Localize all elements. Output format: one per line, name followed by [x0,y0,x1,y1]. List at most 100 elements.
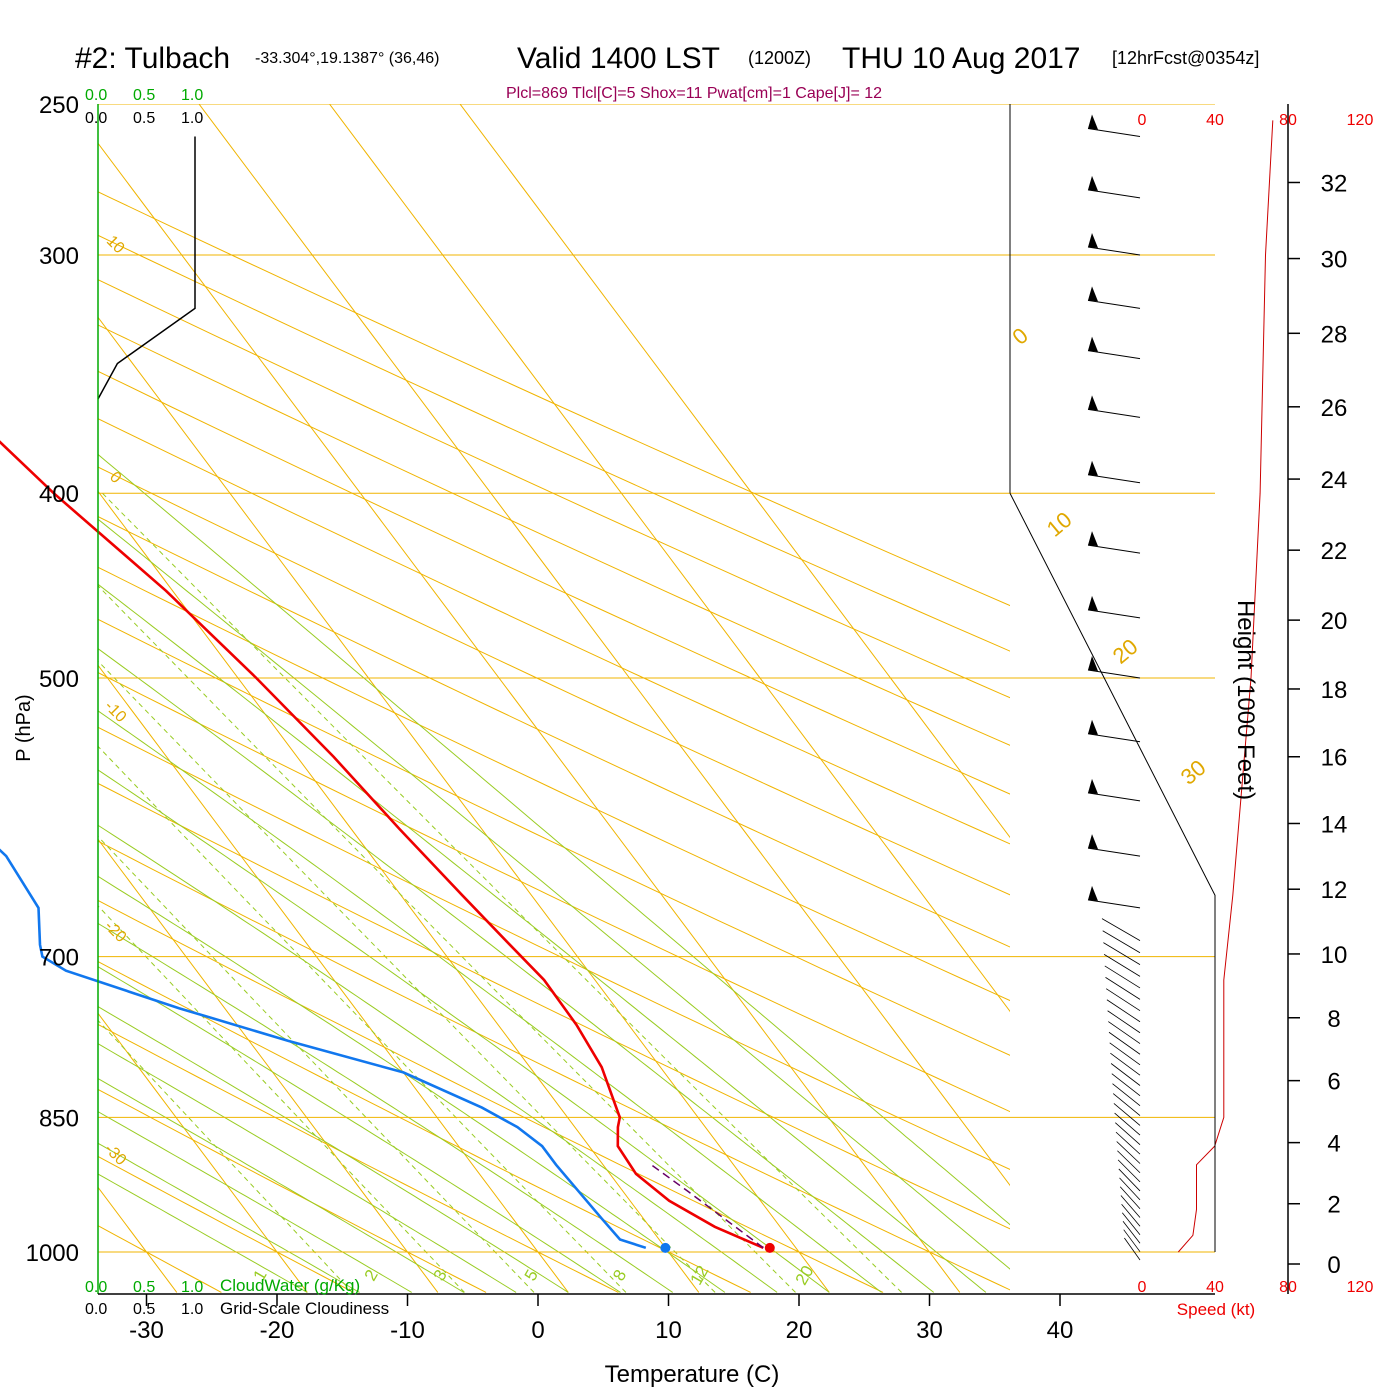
wind-barb-low [1109,1042,1141,1066]
valid-date: THU 10 Aug 2017 [842,42,1081,75]
plot-frame [97,104,1300,1306]
dry-adiabat [98,1155,354,1293]
wind-barb-low [1121,1212,1141,1236]
pressure-tick-label: 500 [39,666,79,693]
wind-barb [1087,656,1141,679]
speed-tick: 80 [1279,112,1297,129]
dry-adiabat [98,1088,487,1293]
mixing-ratio-label: 8 [609,1266,630,1284]
wind-barb-flag [1088,595,1098,611]
speed-scale-top: 0 40 80 120 [1138,112,1374,129]
speed-tick: 40 [1206,112,1224,129]
wind-barb-staff [1087,847,1141,857]
height-tick-label: 0 [1327,1252,1340,1279]
wind-barb-staff [1087,299,1141,309]
moist-adiabat [98,1006,569,1293]
thetae-label: 0 [1007,323,1032,350]
stability-indices: Plcl=869 Tlcl[C]=5 Shox=11 Pwat[cm]=1 Ca… [506,85,882,102]
dry-adiabat [98,726,1010,1170]
wind-barb-low [1121,1203,1141,1227]
mixing-ratio-line [98,1019,353,1293]
speed-tick: 40 [1206,1279,1224,1296]
wind-barb [1087,114,1141,137]
isotherm-line [328,104,1010,1013]
wind-barb-staff [1087,899,1141,909]
moist-adiabat [98,453,1010,1226]
cloudwater-tick: 0.0 [85,1279,107,1296]
height-tick-label: 4 [1327,1131,1340,1158]
wind-barb-flag [1088,232,1098,248]
wind-barb-low [1102,930,1141,954]
dry-adiabat [98,960,751,1293]
wind-barb-low [1105,977,1141,1000]
wind-barb-staff [1087,350,1141,360]
x-tick-label: -10 [390,1317,425,1344]
wind-barb-flag [1088,656,1098,671]
dry-adiabat [98,1225,222,1293]
pressure-tick-label: 250 [39,92,79,119]
wind-barb-low [1107,1010,1141,1034]
dry-adiabat [98,191,1010,607]
x-tick-label: -20 [260,1317,295,1344]
height-tick-label: 14 [1321,811,1348,838]
height-tick-label: 32 [1321,170,1348,197]
wind-barb [1087,885,1141,909]
isotherm-line [98,838,439,1293]
wind-panel-edge [1009,492,1216,1252]
height-tick-label: 16 [1321,745,1348,772]
dry-adiabat [98,1023,619,1293]
speed-tick: 0 [1138,1279,1147,1296]
wind-barb-flag [1088,286,1098,302]
wind-barb-low [1122,1221,1141,1244]
moist-adiabat [98,922,673,1293]
x-tick-label: 30 [916,1317,943,1344]
wind-barb [1087,232,1141,256]
wind-barb [1087,778,1141,802]
dry-adiabat [98,566,1010,1002]
speed-scale-bottom: 0 40 80 120 Speed (kt) [1138,1279,1374,1319]
cloudwater-scale-top: 0.0 0.5 1.0 0.0 0.5 1.0 [85,87,203,127]
station-title: #2: Tulbach [75,42,230,75]
wind-barb-flag [1088,778,1098,794]
wind-barb-flag [1088,114,1098,130]
x-tick-label: 0 [531,1317,544,1344]
wind-barb-flag [1088,531,1098,547]
moist-adiabat [98,1043,517,1293]
wind-barb-staff [1087,474,1141,484]
wind-barb-staff [1087,189,1141,199]
theta-label: 0 [106,469,124,487]
dry-adiabat [98,234,1010,652]
series-parcel-line [650,1164,764,1249]
cloudwater-label: CloudWater (g/Kg) [220,1276,360,1295]
series-dewpoint-line [0,848,647,1250]
height-tick-label: 22 [1321,538,1348,565]
wind-barb-low [1117,1159,1141,1183]
isotherm-line [98,664,569,1293]
wind-barb-flag [1088,834,1098,850]
forecast-info: [12hrFcst@0354z] [1112,48,1259,68]
cloudwater-tick: 0.5 [133,1279,155,1296]
wind-speed-profile-line [1177,120,1274,1253]
wind-barb-low [1108,1031,1141,1055]
wind-barb-low [1115,1131,1141,1155]
moist-adiabat [98,647,935,1293]
dry-adiabat [98,324,1010,746]
isotherm-line [98,1012,308,1293]
valid-time: Valid 1400 LST [517,42,720,75]
cloudiness-label: Grid-Scale Cloudiness [220,1299,389,1318]
thetae-label: 30 [1176,755,1211,790]
wind-barb-low [1114,1112,1141,1136]
wind-barb-flag [1088,336,1098,352]
height-tick-label: 20 [1321,608,1348,635]
wind-barb-low [1108,1021,1141,1044]
dry-adiabat [98,672,1010,1113]
cloudiness-tick: 0.5 [133,110,155,127]
station-coords: -33.304°,19.1387° (36,46) [255,50,439,67]
theta-label: -30 [101,1141,129,1169]
mixing-ratio-label: 12 [687,1262,713,1288]
thetae-label: 10 [1042,507,1077,542]
x-tick-label: 40 [1047,1317,1074,1344]
wind-barb-flag [1088,719,1098,735]
wind-barb-staff [1087,609,1141,619]
thetae-label: 20 [1108,634,1143,669]
